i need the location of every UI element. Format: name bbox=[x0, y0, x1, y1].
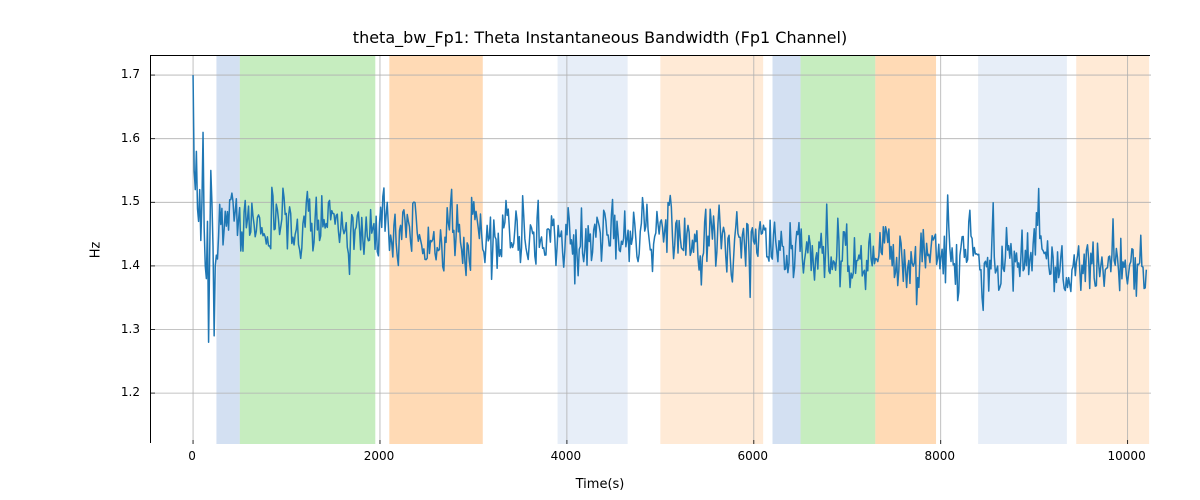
chart-container: theta_bw_Fp1: Theta Instantaneous Bandwi… bbox=[0, 0, 1200, 500]
x-tick-label: 4000 bbox=[551, 449, 582, 463]
plot-svg bbox=[151, 56, 1151, 444]
x-tick-labels: 0 2000 4000 6000 8000 10000 bbox=[150, 449, 1150, 469]
y-tick-label: 1.7 bbox=[100, 67, 140, 81]
chart-title: theta_bw_Fp1: Theta Instantaneous Bandwi… bbox=[0, 28, 1200, 47]
x-tick-label: 0 bbox=[188, 449, 196, 463]
x-tick-label: 8000 bbox=[924, 449, 955, 463]
plot-area bbox=[150, 55, 1150, 443]
x-axis-label: Time(s) bbox=[576, 477, 625, 492]
y-tick-label: 1.4 bbox=[100, 258, 140, 272]
y-axis-label: Hz bbox=[89, 242, 104, 259]
x-tick-label: 6000 bbox=[738, 449, 769, 463]
y-tick-label: 1.5 bbox=[100, 194, 140, 208]
x-tick-label: 2000 bbox=[364, 449, 395, 463]
y-tick-label: 1.6 bbox=[100, 131, 140, 145]
x-tick-label: 10000 bbox=[1108, 449, 1146, 463]
y-tick-label: 1.3 bbox=[100, 322, 140, 336]
y-tick-label: 1.2 bbox=[100, 385, 140, 399]
